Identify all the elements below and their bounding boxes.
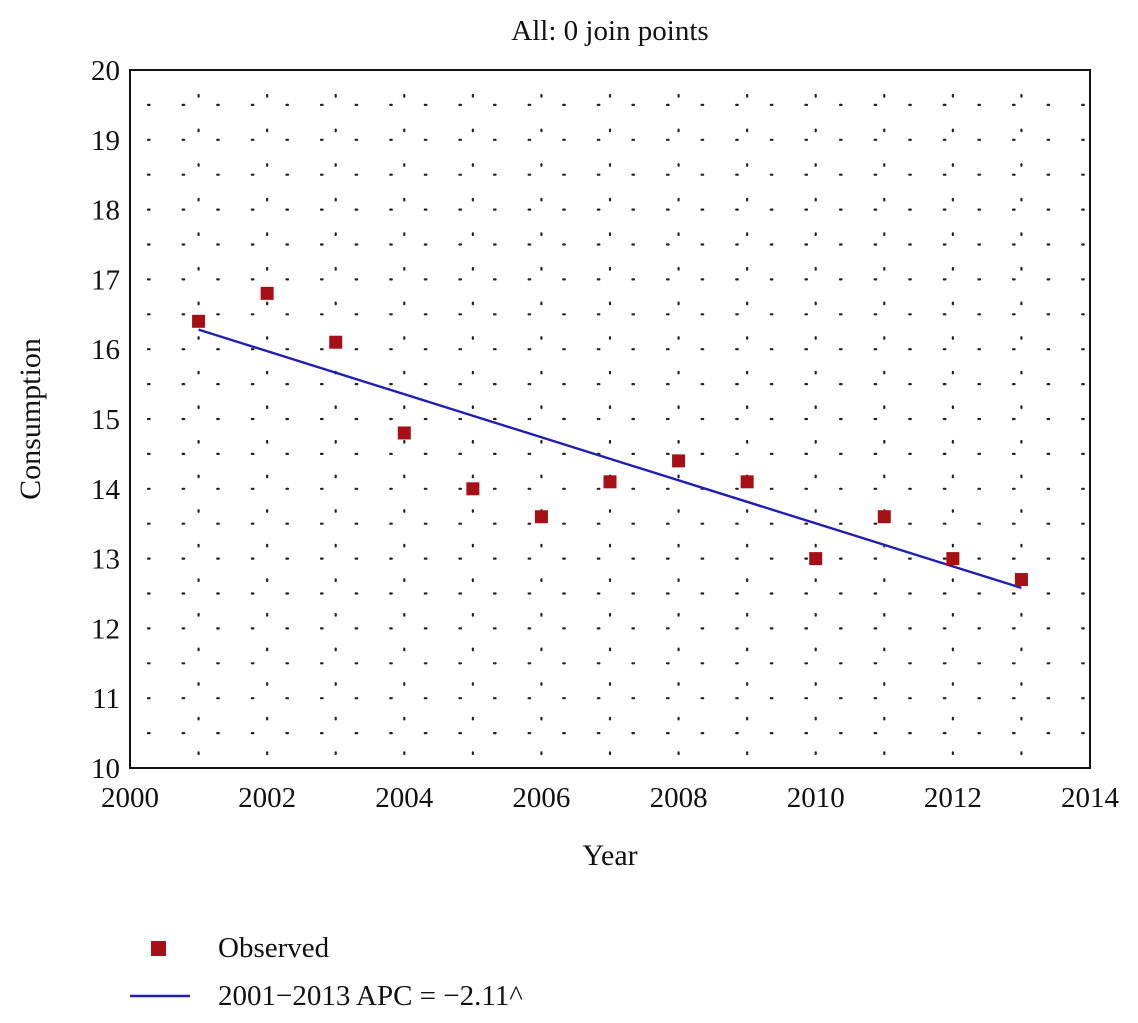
y-tick-label-10: 10 [91, 753, 120, 785]
y-tick-labels: 10 11 12 13 14 15 16 17 18 19 20 [91, 55, 121, 785]
x-tick-label-2000: 2000 [101, 782, 159, 814]
observed-point-2007 [603, 475, 617, 489]
observed-point-2003 [329, 335, 343, 349]
observed-point-2012 [946, 552, 960, 566]
legend: Observed 2001−2013 APC = −2.11^ [130, 932, 523, 1012]
y-tick-label-17: 17 [91, 264, 120, 296]
apc-trend-line [198, 328, 1022, 590]
y-tick-label-14: 14 [91, 474, 121, 506]
x-tick-label-2008: 2008 [650, 782, 708, 814]
x-tick-label-2010: 2010 [787, 782, 845, 814]
y-tick-label-20: 20 [91, 55, 120, 87]
legend-label-observed: Observed [218, 932, 330, 964]
observed-point-2001 [192, 314, 206, 328]
chart-title: All: 0 join points [511, 15, 708, 47]
y-tick-label-18: 18 [91, 195, 120, 227]
x-tick-label-2014: 2014 [1061, 782, 1120, 814]
grid-layer [146, 93, 1092, 770]
plot-area-frame [129, 69, 1091, 769]
observed-point-2002 [260, 286, 274, 300]
observed-point-2010 [809, 552, 823, 566]
y-tick-label-19: 19 [91, 125, 120, 157]
x-tick-label-2006: 2006 [512, 782, 570, 814]
observed-point-2005 [466, 482, 480, 496]
trend-line-layer [198, 328, 1022, 590]
observed-point-2006 [534, 510, 548, 524]
y-tick-label-15: 15 [91, 404, 120, 436]
observed-point-2009 [740, 475, 754, 489]
legend-marker-observed [151, 941, 166, 956]
x-tick-label-2002: 2002 [238, 782, 296, 814]
legend-label-apc: 2001−2013 APC = −2.11^ [218, 980, 523, 1012]
observed-markers [192, 286, 1028, 587]
y-tick-label-11: 11 [92, 683, 120, 715]
y-tick-label-16: 16 [91, 334, 120, 366]
y-axis-title: Consumption [14, 338, 47, 500]
observed-point-2008 [672, 454, 686, 468]
observed-point-2011 [877, 510, 891, 524]
x-tick-labels: 2000 2002 2004 2006 2008 2010 2012 2014 [101, 782, 1120, 814]
x-axis-title: Year [582, 839, 637, 872]
observed-point-2004 [397, 426, 411, 440]
x-tick-label-2012: 2012 [924, 782, 982, 814]
observed-point-2013 [1014, 573, 1028, 587]
y-tick-label-13: 13 [91, 544, 120, 576]
x-tick-label-2004: 2004 [375, 782, 434, 814]
y-tick-label-12: 12 [91, 613, 120, 645]
